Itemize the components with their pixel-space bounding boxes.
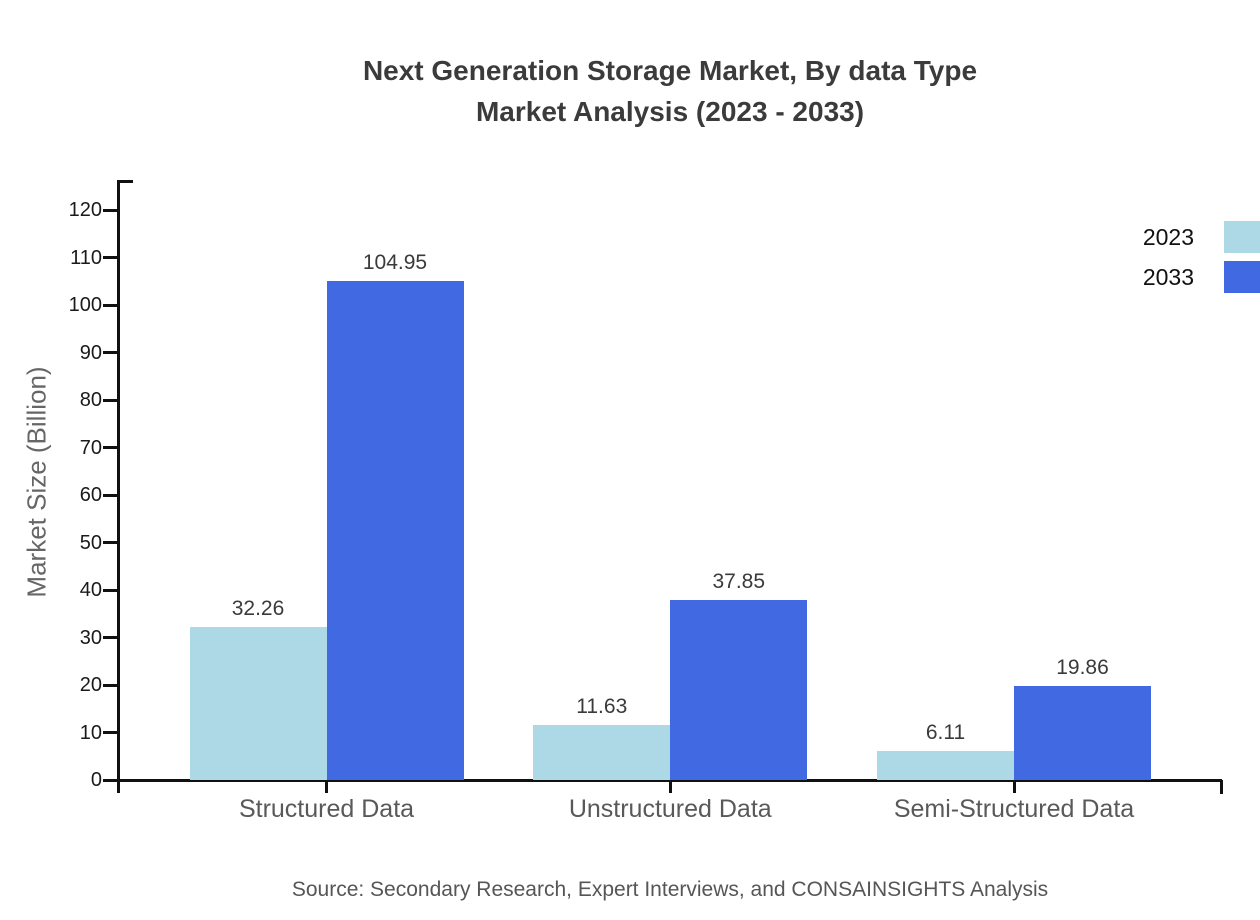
- value-label-2023-unstructured-data: 11.63: [576, 694, 628, 718]
- legend-item-2033: 2033: [0, 261, 1260, 293]
- y-tick-label-20: 20: [79, 674, 102, 696]
- y-tick-label-70: 70: [79, 436, 102, 459]
- y-axis-top-cap: [116, 180, 133, 183]
- value-label-2033-structured-data: 104.95: [362, 251, 428, 275]
- legend-label-2033: 2033: [1142, 264, 1194, 290]
- y-tick-110: [103, 256, 118, 259]
- chart-title-line2: Market Analysis (2023 - 2033): [475, 96, 865, 127]
- y-tick-label-120: 120: [68, 199, 102, 221]
- value-label-2023-structured-data: 32.26: [231, 596, 285, 620]
- legend-item-2023: 2023: [0, 221, 1260, 253]
- y-tick-60: [103, 493, 118, 497]
- value-label-2033-unstructured-data: 37.85: [712, 570, 766, 594]
- bar-2033-semi-structured-data: [1014, 685, 1151, 780]
- x-tick-unstructured-data: [668, 780, 672, 793]
- y-tick-label-90: 90: [79, 341, 102, 364]
- legend-label-2023: 2023: [1142, 224, 1194, 250]
- y-tick-label-10: 10: [79, 721, 102, 744]
- legend-swatch-2023: [1224, 221, 1260, 253]
- y-tick-10: [103, 731, 118, 734]
- bar-2023-unstructured-data: [533, 724, 671, 780]
- bar-2033-structured-data: [326, 281, 464, 780]
- category-label-structured-data: Structured Data: [238, 795, 415, 823]
- chart-title: Next Generation Storage Market, By data …: [80, 50, 1260, 132]
- y-tick-label-100: 100: [68, 294, 102, 316]
- y-tick-label-80: 80: [79, 389, 102, 411]
- y-axis-line: [116, 180, 120, 793]
- legend-swatch-2033: [1224, 261, 1260, 293]
- y-tick-label-60: 60: [79, 484, 102, 506]
- x-tick-structured-data: [325, 780, 328, 793]
- category-label-unstructured-data: Unstructured Data: [568, 795, 772, 823]
- y-tick-100: [103, 303, 118, 307]
- value-label-2033-semi-structured-data: 19.86: [1056, 655, 1109, 679]
- y-tick-label-110: 110: [70, 246, 102, 269]
- y-tick-50: [103, 541, 118, 544]
- source-note: Source: Secondary Research, Expert Inter…: [291, 878, 1049, 901]
- y-tick-70: [103, 446, 118, 449]
- bar-2033-unstructured-data: [670, 600, 808, 780]
- y-tick-40: [103, 588, 118, 592]
- y-tick-80: [103, 398, 118, 402]
- y-tick-label-50: 50: [79, 531, 102, 554]
- bar-2023-semi-structured-data: [877, 750, 1014, 780]
- y-tick-label-30: 30: [79, 626, 102, 649]
- chart-title-line1: Next Generation Storage Market, By data …: [362, 55, 978, 86]
- y-tick-90: [103, 351, 118, 354]
- y-tick-label-40: 40: [79, 579, 102, 601]
- y-tick-30: [103, 636, 118, 639]
- x-axis-right-cap: [1219, 780, 1223, 794]
- y-tick-label-0: 0: [90, 769, 102, 791]
- y-tick-0: [103, 778, 118, 782]
- bar-2023-structured-data: [189, 626, 327, 780]
- x-tick-semi-structured-data: [1012, 780, 1016, 793]
- category-label-semi-structured-data: Semi-Structured Data: [893, 795, 1135, 823]
- value-label-2023-semi-structured-data: 6.11: [925, 720, 966, 744]
- y-tick-20: [103, 683, 118, 687]
- y-tick-120: [103, 208, 118, 212]
